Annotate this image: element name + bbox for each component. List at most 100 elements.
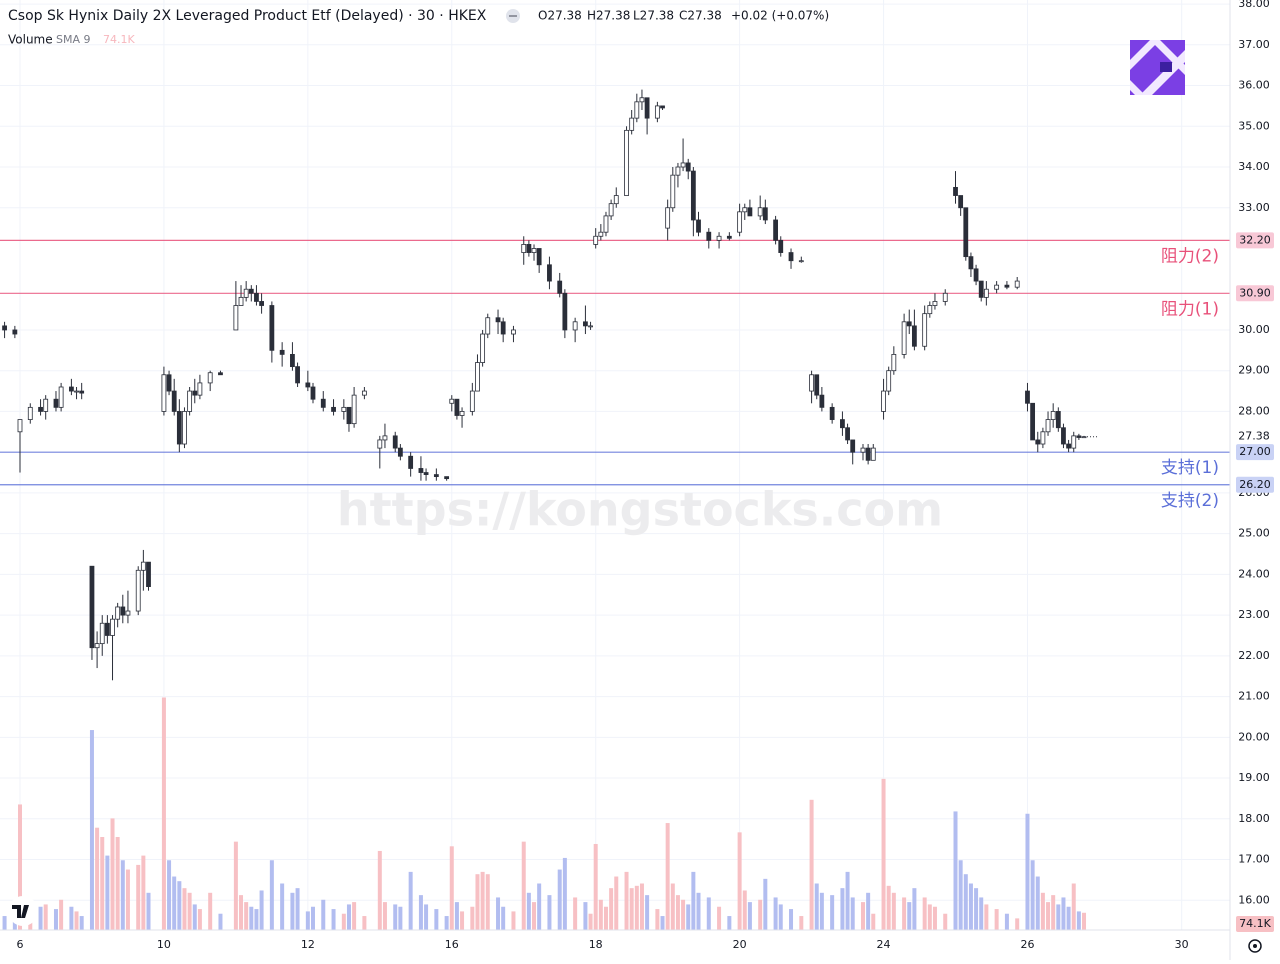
volume-bar: [280, 883, 285, 930]
volume-bar: [115, 837, 120, 930]
volume-bar: [912, 888, 917, 930]
candle-body: [726, 235, 732, 239]
volume-bar: [737, 832, 742, 930]
candle-body: [135, 569, 141, 612]
volume-bar: [136, 864, 141, 930]
volume-bar: [547, 895, 552, 930]
candle-body: [665, 207, 671, 229]
volume-bar: [583, 902, 588, 930]
candle-body: [953, 186, 958, 196]
volume-bar: [141, 855, 146, 930]
volume-bar: [305, 911, 310, 930]
settings-icon[interactable]: [1248, 939, 1262, 953]
candle-body: [248, 288, 254, 294]
volume-bar: [557, 869, 562, 930]
candle-body: [922, 313, 928, 347]
candle-body: [382, 435, 388, 441]
volume-bar: [110, 818, 115, 930]
volume-axis-label: 74.1K: [1239, 917, 1271, 930]
candle-body: [608, 203, 614, 217]
volume-bar: [958, 860, 963, 930]
candle-body: [906, 321, 912, 327]
volume-bar: [449, 846, 454, 930]
volume-bar: [907, 902, 912, 930]
candle-body: [99, 622, 105, 645]
volume-bar: [38, 906, 43, 930]
candle-body: [829, 406, 835, 420]
volume-bar: [691, 871, 696, 930]
candle-body: [176, 411, 182, 445]
volume-bar: [249, 906, 254, 930]
volume-bar: [562, 857, 567, 930]
candle-body: [654, 105, 660, 119]
volume-bar: [470, 906, 475, 930]
volume-bar: [310, 906, 315, 930]
y-tick-label: 33.00: [1238, 201, 1270, 214]
candle-body: [983, 288, 989, 298]
volume-bar: [1046, 902, 1051, 930]
volume-bar: [670, 883, 675, 930]
candle-body: [845, 427, 850, 441]
candle-body: [110, 618, 115, 636]
gear[interactable]: [1248, 939, 1262, 953]
volume-bar: [706, 897, 711, 930]
volume-bar: [167, 860, 172, 930]
y-tick-label: 22.00: [1238, 649, 1270, 662]
y-tick-label: 24.00: [1238, 567, 1270, 580]
volume-bar: [814, 883, 819, 930]
volume-bar: [485, 874, 490, 930]
candle-body: [444, 476, 450, 480]
volume-bar: [182, 888, 187, 930]
candle-body: [978, 280, 984, 298]
candle-body: [958, 195, 964, 209]
candle-body: [1081, 436, 1087, 439]
volume-bar: [609, 888, 614, 930]
candle-body: [932, 301, 938, 306]
y-tick-label: 19.00: [1238, 771, 1270, 784]
candle-body: [737, 211, 743, 233]
candle-body: [12, 329, 18, 335]
candle-body: [747, 207, 753, 217]
volume-bar: [341, 913, 346, 930]
candle-body: [680, 162, 686, 168]
candle-body: [716, 235, 722, 241]
volume-bar: [902, 897, 907, 930]
last-price-label: 27.38: [1238, 430, 1270, 443]
candle-body: [1050, 411, 1056, 420]
candle-body: [911, 325, 917, 347]
candle-body: [1035, 439, 1041, 445]
volume-bar: [120, 860, 125, 930]
candle-body: [840, 419, 845, 429]
candle-body: [89, 565, 95, 649]
candle-body: [809, 374, 814, 392]
candle-body: [994, 284, 1000, 290]
candle-body: [341, 406, 347, 412]
candle-body: [881, 390, 886, 412]
watermark: https://kongstocks.com: [337, 483, 943, 537]
candle-body: [331, 406, 336, 412]
volume-bar: [197, 909, 202, 930]
candle-body: [1066, 443, 1071, 449]
volume-bar: [233, 841, 238, 930]
volume-bar: [1025, 813, 1030, 930]
volume-bar: [346, 904, 351, 930]
volume-bar: [1071, 883, 1076, 930]
volume-price-box: [1236, 916, 1274, 932]
y-tick-label: 23.00: [1238, 608, 1270, 621]
volume-bar: [187, 892, 192, 930]
y-tick-label: 21.00: [1238, 690, 1270, 703]
candle-body: [279, 349, 285, 355]
volume-title: Volume: [8, 33, 53, 47]
candle-body: [361, 390, 367, 396]
candle-body: [68, 386, 74, 392]
volume-bar: [634, 885, 639, 930]
candle-body: [238, 296, 244, 306]
gear-center[interactable]: [1253, 944, 1257, 948]
volume-bar: [172, 876, 177, 930]
volume-bar: [871, 913, 876, 930]
volume-bar: [177, 881, 182, 930]
x-tick-label: 20: [733, 938, 747, 951]
candle-body: [115, 606, 121, 620]
volume-bar: [244, 902, 249, 930]
